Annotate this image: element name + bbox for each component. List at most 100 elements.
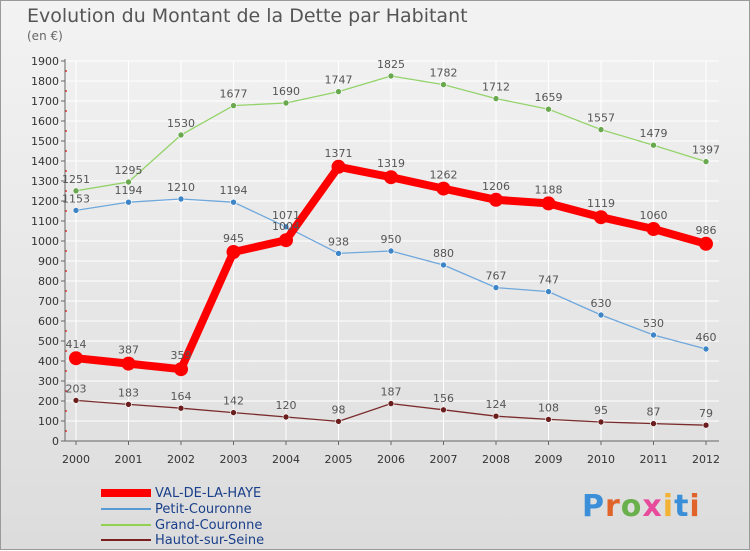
data-label-grand-couronne: 1479	[640, 127, 668, 140]
point-grand-couronne	[282, 99, 290, 107]
x-tick-label: 2005	[325, 453, 353, 466]
data-label-val-de-la-haye: 945	[223, 232, 244, 245]
brand-letter: t	[674, 489, 690, 524]
data-label-hautot-sur-seine: 98	[332, 403, 346, 416]
y-tick-label: 1000	[31, 235, 59, 248]
data-label-petit-couronne: 1071	[272, 209, 300, 222]
point-grand-couronne	[650, 141, 657, 149]
point-val-de-la-haye	[384, 170, 398, 185]
data-label-grand-couronne: 1782	[430, 67, 458, 80]
point-petit-couronne	[492, 284, 500, 291]
data-label-grand-couronne: 1825	[377, 58, 405, 71]
data-label-petit-couronne: 630	[591, 297, 612, 310]
y-tick-label: 1500	[31, 135, 59, 148]
brand-letter: x	[642, 489, 663, 524]
data-label-val-de-la-haye: 359	[171, 349, 192, 362]
point-hautot-sur-seine	[177, 404, 185, 412]
data-label-val-de-la-haye: 986	[696, 224, 717, 237]
y-tick-label: 1900	[31, 55, 59, 68]
point-val-de-la-haye	[121, 356, 136, 371]
data-label-petit-couronne: 1210	[167, 181, 195, 194]
legend-item-grand-couronne: Grand-Couronne	[101, 517, 262, 533]
legend-label-val-de-la-haye: VAL-DE-LA-HAYE	[155, 485, 262, 501]
data-label-grand-couronne: 1251	[62, 173, 90, 186]
x-tick-label: 2011	[640, 453, 668, 466]
brand-letter: P	[582, 489, 605, 524]
x-tick-label: 2012	[692, 453, 720, 466]
point-hautot-sur-seine	[125, 401, 132, 408]
point-val-de-la-haye	[436, 181, 451, 196]
point-petit-couronne	[597, 311, 605, 319]
data-label-hautot-sur-seine: 164	[171, 390, 192, 403]
point-petit-couronne	[177, 195, 185, 203]
x-tick-label: 2009	[535, 453, 563, 466]
point-val-de-la-haye	[226, 245, 241, 259]
data-label-val-de-la-haye: 1119	[587, 197, 615, 210]
point-grand-couronne	[492, 95, 500, 102]
point-hautot-sur-seine	[702, 421, 710, 429]
data-label-hautot-sur-seine: 187	[381, 386, 402, 399]
y-tick-label: 500	[38, 335, 59, 348]
proxiti-logo: Proxiti	[582, 489, 701, 524]
y-tick-label: 1600	[31, 115, 59, 128]
chart-title: Evolution du Montant de la Dette par Hab…	[27, 5, 468, 27]
data-label-petit-couronne: 767	[486, 270, 507, 283]
data-label-grand-couronne: 1557	[587, 112, 615, 125]
data-label-val-de-la-haye: 1004	[272, 220, 300, 233]
data-label-grand-couronne: 1659	[535, 91, 563, 104]
x-tick-label: 2010	[587, 453, 615, 466]
point-hautot-sur-seine	[650, 420, 657, 427]
legend-swatch-petit-couronne	[101, 508, 151, 510]
point-petit-couronne	[387, 247, 395, 255]
data-label-hautot-sur-seine: 95	[594, 404, 608, 417]
point-grand-couronne	[125, 178, 132, 186]
point-grand-couronne	[387, 72, 395, 80]
y-tick-label: 800	[38, 275, 59, 288]
point-petit-couronne	[650, 331, 657, 339]
data-label-petit-couronne: 1153	[62, 192, 90, 205]
data-label-hautot-sur-seine: 142	[223, 395, 244, 408]
grid-layer	[65, 60, 719, 442]
x-tick-label: 2003	[220, 453, 248, 466]
axis-layer: 0 100 200 300 400 500 600 700 800 900 1000 1100 1200…	[31, 55, 720, 466]
data-label-hautot-sur-seine: 183	[118, 386, 139, 399]
y-tick-label: 1700	[31, 95, 59, 108]
point-grand-couronne	[72, 187, 80, 195]
x-tick-label: 2006	[377, 453, 405, 466]
data-label-grand-couronne: 1712	[482, 81, 510, 94]
point-hautot-sur-seine	[282, 413, 290, 421]
point-grand-couronne	[597, 126, 605, 133]
y-tick-label: 1400	[31, 155, 59, 168]
data-label-val-de-la-haye: 1319	[377, 157, 405, 170]
legend-swatch-hautot-sur-seine	[101, 539, 151, 541]
legend-label-hautot-sur-seine: Hautot-sur-Seine	[155, 532, 265, 548]
point-hautot-sur-seine	[387, 400, 395, 407]
y-tick-label: 600	[38, 315, 59, 328]
data-label-grand-couronne: 1690	[272, 85, 300, 98]
point-hautot-sur-seine	[335, 418, 342, 425]
x-tick-label: 2002	[167, 453, 195, 466]
point-petit-couronne	[282, 223, 290, 231]
point-hautot-sur-seine	[545, 416, 552, 423]
x-tick-label: 2008	[482, 453, 510, 466]
data-label-val-de-la-haye: 1060	[640, 209, 668, 222]
point-grand-couronne	[335, 88, 342, 95]
brand-letter: r	[605, 489, 621, 524]
y-tick-label: 100	[38, 415, 59, 428]
chart-subtitle: (en €)	[27, 29, 63, 43]
data-label-petit-couronne: 880	[433, 247, 454, 260]
x-tick-label: 2007	[430, 453, 458, 466]
data-label-layer: 1153 1194 1210 1194 1071 938 950 880 767 747 630 53…	[62, 58, 720, 420]
y-tick-label: 700	[38, 295, 59, 308]
y-tick-label: 1200	[31, 195, 59, 208]
point-grand-couronne	[230, 102, 237, 109]
data-label-petit-couronne: 747	[538, 274, 559, 287]
data-label-grand-couronne: 1747	[325, 74, 353, 87]
point-hautot-sur-seine	[492, 412, 500, 420]
point-hautot-sur-seine	[72, 397, 80, 404]
y-tick-label: 900	[38, 255, 59, 268]
data-label-hautot-sur-seine: 87	[647, 406, 661, 419]
point-petit-couronne	[72, 207, 80, 214]
y-tick-label: 1100	[31, 215, 59, 228]
